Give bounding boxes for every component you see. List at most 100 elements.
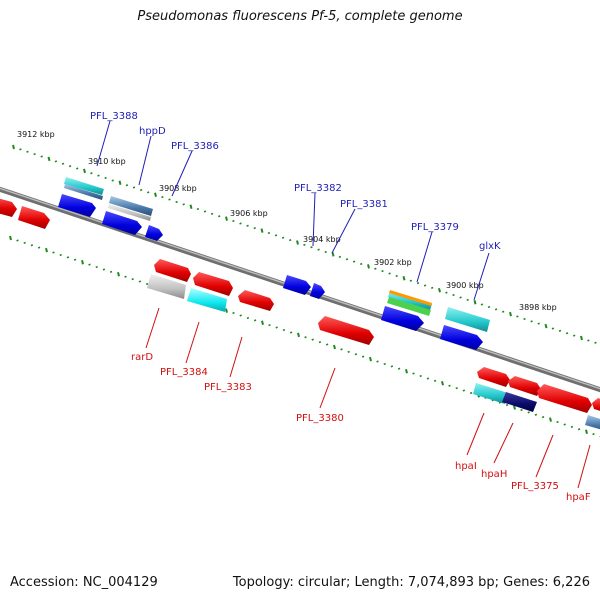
genome-summary-text: Topology: circular; Length: 7,074,893 bp… bbox=[232, 575, 590, 590]
scale-tick bbox=[556, 420, 559, 424]
scale-tick bbox=[81, 259, 84, 265]
gene-label: PFL_3382 bbox=[294, 183, 342, 194]
scale-tick bbox=[501, 310, 505, 313]
scale-tick bbox=[352, 260, 356, 263]
scale-tick bbox=[90, 172, 93, 175]
scale-tick bbox=[132, 186, 136, 189]
gene-arrow bbox=[58, 194, 96, 217]
scale-tick bbox=[118, 180, 122, 186]
scale-tick bbox=[274, 234, 278, 237]
scale-tick bbox=[217, 215, 221, 218]
scale-tick bbox=[572, 334, 576, 337]
gene-label: PFL_3383 bbox=[204, 382, 252, 393]
scale-tick bbox=[416, 282, 420, 285]
scale-tick bbox=[455, 387, 458, 390]
scale-tick bbox=[225, 216, 228, 221]
scale-tick bbox=[145, 282, 149, 286]
gene-labels-inner: rarD PFL_3384 PFL_3383 PFL_3380 hpaI hpa… bbox=[131, 352, 591, 503]
scale-tick bbox=[117, 272, 120, 277]
gene-arrow bbox=[585, 415, 600, 430]
scale-tick bbox=[376, 360, 379, 363]
gene-label: hpaI bbox=[455, 461, 477, 472]
scale-tick bbox=[288, 239, 292, 242]
scale-tick bbox=[558, 329, 562, 332]
scale-tick bbox=[345, 258, 349, 261]
gene-arrow bbox=[102, 211, 142, 235]
scale-tick bbox=[189, 204, 193, 209]
scale-labels: 3912 kbp 3910 kbp 3908 kbp 3906 kbp 3904… bbox=[17, 130, 557, 312]
scale-tick bbox=[88, 263, 91, 266]
scale-tick bbox=[419, 374, 422, 378]
scale-tick bbox=[530, 320, 533, 323]
scale-tick bbox=[182, 203, 185, 206]
scale-tick bbox=[367, 264, 370, 269]
scale-tick bbox=[347, 350, 350, 353]
scale-tick bbox=[374, 267, 377, 270]
scale-tick bbox=[146, 191, 150, 194]
scale-tick bbox=[9, 235, 12, 241]
scale-tick bbox=[565, 332, 569, 335]
scale-tick bbox=[395, 274, 398, 278]
gene-label: PFL_3386 bbox=[171, 141, 219, 152]
scale-tick bbox=[587, 339, 590, 342]
scale-tick bbox=[23, 241, 26, 244]
scale-tick bbox=[45, 247, 48, 253]
scale-tick bbox=[281, 236, 285, 239]
gene-arrow bbox=[154, 259, 191, 282]
kbp-label: 3910 kbp bbox=[88, 157, 126, 166]
gene-arrow bbox=[440, 325, 483, 350]
gene-arrow bbox=[0, 198, 17, 217]
scale-tick bbox=[37, 246, 41, 249]
gene-label: hpaF bbox=[566, 492, 591, 503]
scale-tick bbox=[592, 433, 595, 436]
kbp-label: 3912 kbp bbox=[17, 130, 55, 139]
scale-tick bbox=[260, 228, 264, 233]
scale-ticks-outer bbox=[12, 144, 597, 344]
scale-tick bbox=[61, 162, 65, 165]
scale-tick bbox=[68, 165, 72, 168]
scale-tick bbox=[125, 184, 129, 187]
scale-tick bbox=[494, 308, 498, 311]
gene-arrow bbox=[537, 384, 592, 413]
scale-tick bbox=[520, 408, 523, 412]
scale-tick bbox=[54, 160, 58, 163]
scale-tick bbox=[30, 244, 34, 247]
scale-tick bbox=[523, 317, 526, 321]
scale-tick bbox=[563, 423, 566, 426]
gene-label: hpaH bbox=[481, 469, 507, 480]
scale-tick bbox=[585, 429, 588, 434]
kbp-label: 3904 kbp bbox=[303, 235, 341, 244]
scale-tick bbox=[196, 207, 200, 211]
scale-tick bbox=[52, 251, 55, 254]
scale-tick bbox=[438, 288, 441, 293]
scale-tick bbox=[304, 336, 307, 339]
gene-labels-outer: PFL_3388 hppD PFL_3386 PFL_3382 PFL_3381… bbox=[90, 111, 501, 252]
scale-tick bbox=[549, 417, 552, 422]
scale-tick bbox=[111, 179, 114, 182]
scale-tick bbox=[580, 335, 583, 341]
scale-tick bbox=[246, 224, 249, 227]
gene-arrow bbox=[145, 225, 163, 241]
accession-text: Accession: NC_004129 bbox=[10, 575, 158, 590]
scale-tick bbox=[537, 322, 540, 325]
scale-tick bbox=[445, 291, 448, 294]
scale-tick bbox=[139, 188, 143, 192]
kbp-label: 3902 kbp bbox=[374, 258, 412, 267]
gene-arrow bbox=[592, 398, 600, 411]
scale-tick bbox=[33, 153, 36, 156]
gene-arrow bbox=[187, 288, 227, 312]
scale-tick bbox=[361, 355, 365, 358]
scale-tick bbox=[138, 280, 142, 283]
gene-arrow bbox=[445, 307, 490, 332]
scale-tick bbox=[124, 275, 127, 278]
scale-tick bbox=[331, 252, 335, 257]
scale-tick bbox=[297, 332, 300, 338]
scale-tick bbox=[505, 403, 509, 407]
gene-label: rarD bbox=[131, 352, 153, 363]
scale-tick bbox=[473, 299, 477, 305]
scale-tick bbox=[448, 384, 451, 387]
gene-arrow bbox=[387, 297, 431, 316]
scale-tick bbox=[480, 303, 484, 306]
scale-tick bbox=[354, 353, 358, 356]
scale-tick bbox=[97, 174, 100, 177]
